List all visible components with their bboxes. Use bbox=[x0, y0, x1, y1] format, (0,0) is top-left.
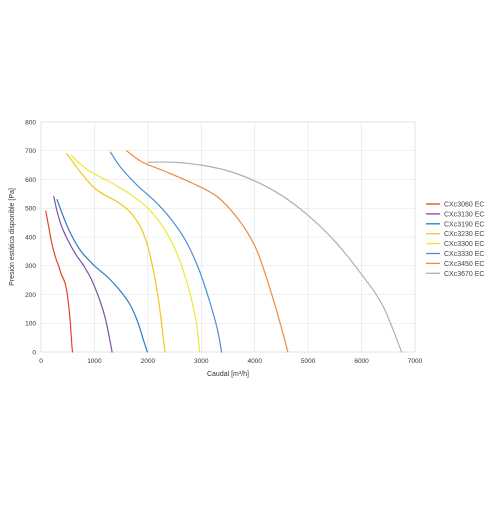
x-axis-title: Caudal [m³/h] bbox=[207, 371, 249, 378]
legend-label-cxc3230-ec: CXc3230 EC bbox=[444, 231, 484, 238]
x-tick-label: 4000 bbox=[247, 358, 262, 365]
x-tick-label: 2000 bbox=[141, 358, 156, 365]
y-tick-label: 400 bbox=[25, 234, 36, 241]
legend-label-cxc3130-ec: CXc3130 EC bbox=[444, 211, 484, 218]
y-tick-label: 500 bbox=[25, 206, 36, 213]
y-axis-title: Presión estática disponible [Pa] bbox=[9, 188, 16, 286]
legend-label-cxc3670-ec: CXc3670 EC bbox=[444, 271, 484, 278]
x-tick-label: 6000 bbox=[354, 358, 369, 365]
x-tick-label: 7000 bbox=[408, 358, 423, 365]
y-tick-label: 300 bbox=[25, 263, 36, 270]
series-line-cxc3190-ec bbox=[56, 199, 148, 353]
y-tick-label: 200 bbox=[25, 292, 36, 299]
y-tick-label: 800 bbox=[25, 119, 36, 126]
x-tick-label: 3000 bbox=[194, 358, 209, 365]
series-line-cxc3330-ec bbox=[109, 151, 223, 353]
y-tick-label: 700 bbox=[25, 148, 36, 155]
series-line-cxc3300-ec bbox=[70, 154, 201, 353]
x-tick-label: 5000 bbox=[301, 358, 316, 365]
legend-label-cxc3450-ec: CXc3450 EC bbox=[444, 261, 484, 268]
series-line-cxc3450-ec bbox=[125, 150, 289, 353]
series-line-cxc3130-ec bbox=[53, 196, 113, 353]
legend-label-cxc3330-ec: CXc3330 EC bbox=[444, 251, 484, 258]
x-axis-ticks: 0 1000 2000 3000 4000 5000 6000 7000 bbox=[39, 358, 422, 365]
series-line-cxc3230-ec bbox=[66, 153, 166, 353]
gridlines bbox=[41, 122, 415, 352]
series-line-cxc3060-ec bbox=[45, 210, 74, 353]
legend: CXc3060 EC CXc3130 EC CXc3190 EC CXc3230 EC… bbox=[426, 202, 484, 278]
y-axis-ticks: 0 100 200 300 400 500 600 700 800 bbox=[25, 119, 36, 356]
legend-label-cxc3190-ec: CXc3190 EC bbox=[444, 221, 484, 228]
x-tick-label: 1000 bbox=[87, 358, 102, 365]
series-layer bbox=[45, 150, 403, 353]
legend-label-cxc3060-ec: CXc3060 EC bbox=[444, 202, 484, 209]
legend-label-cxc3300-ec: CXc3300 EC bbox=[444, 241, 484, 248]
y-tick-label: 100 bbox=[25, 321, 36, 328]
y-tick-label: 0 bbox=[32, 349, 36, 356]
x-tick-label: 0 bbox=[39, 358, 43, 365]
y-tick-label: 600 bbox=[25, 177, 36, 184]
series-line-cxc3670-ec bbox=[147, 161, 403, 353]
